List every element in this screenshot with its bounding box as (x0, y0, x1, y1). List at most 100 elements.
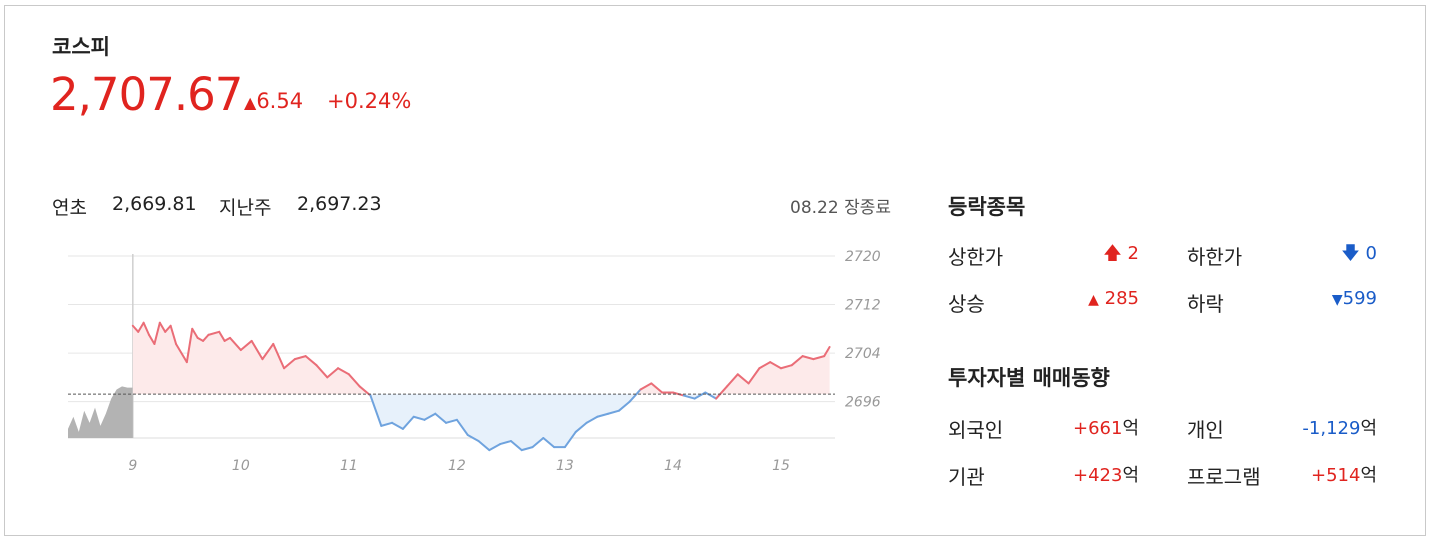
today-line-segment (477, 440, 491, 452)
unit-label: 억 (1122, 418, 1139, 439)
y-tick-label: 2704 (845, 346, 881, 362)
previous-session-area (68, 386, 133, 438)
last-week-value: 2,697.23 (297, 193, 382, 215)
today-line-segment (223, 336, 232, 342)
index-change: ▲6.54 (244, 89, 303, 113)
today-line-segment (326, 367, 340, 379)
today-line-segment (293, 355, 307, 361)
upper-limit-label: 상한가 (948, 245, 1004, 269)
up-triangle-icon: ▲ (244, 93, 257, 112)
today-line-segment (801, 355, 815, 361)
today-line-segment (347, 373, 361, 388)
today-line-segment (185, 327, 194, 364)
today-line-segment (693, 391, 707, 400)
lower-limit-value: 0 (1365, 243, 1377, 264)
today-line-segment (607, 409, 620, 415)
today-line-segment (628, 388, 642, 403)
today-line-segment (153, 321, 161, 345)
today-line-segment (250, 339, 264, 361)
today-line-segment (725, 373, 739, 388)
arrow-down-icon: 🡇 (1341, 243, 1360, 264)
today-line-segment (148, 333, 156, 345)
lower-limit-count: 🡇 0 (1267, 241, 1377, 271)
x-tick-label: 11 (340, 458, 358, 474)
lower-limit-label: 하한가 (1187, 245, 1243, 269)
x-tick-label: 13 (556, 458, 574, 474)
today-line-segment (218, 330, 226, 342)
arrow-up-icon: 🡅 (1103, 243, 1122, 264)
y-tick-label: 2712 (845, 298, 881, 314)
today-line-segment (509, 440, 523, 452)
today-line-segment (488, 443, 502, 452)
foreign-label: 외국인 (948, 418, 1004, 442)
today-line-segment (682, 394, 696, 400)
today-line-segment (142, 321, 151, 336)
today-line-segment (158, 321, 167, 333)
today-line-segment (380, 421, 394, 427)
upper-limit-value: 2 (1127, 243, 1139, 264)
index-name[interactable]: 코스피 (52, 35, 110, 59)
today-line-segment (239, 339, 253, 352)
x-tick-label: 15 (772, 458, 790, 474)
individual-amount: -1,129억 (1267, 414, 1377, 440)
today-line-segment (531, 437, 545, 449)
today-line-segment (304, 355, 318, 367)
today-line-segment (736, 373, 750, 385)
today-line-segment (175, 342, 188, 364)
year-start-label: 연초 (52, 197, 87, 219)
fall-label: 하락 (1187, 292, 1224, 316)
upper-limit-count: 🡅 2 (1029, 241, 1139, 271)
fall-value: 599 (1342, 288, 1377, 309)
today-line-segment (369, 394, 383, 427)
today-line-segment (423, 412, 437, 421)
fall-count: ▼599 (1267, 288, 1377, 309)
today-line-segment (715, 385, 728, 400)
y-tick-label: 2696 (845, 395, 881, 411)
today-line-segment (563, 430, 577, 449)
institution-amount: +423억 (1029, 461, 1139, 487)
today-line-segment (196, 336, 205, 342)
today-line-segment (337, 367, 350, 376)
today-line-segment (315, 364, 329, 379)
today-line-segment (191, 327, 199, 339)
today-line-segment (412, 415, 426, 421)
today-line-segment (466, 433, 480, 443)
today-line-segment (445, 418, 458, 424)
today-line-segment (391, 421, 404, 430)
today-line-segment (261, 342, 275, 361)
index-change-value: 6.54 (256, 89, 304, 113)
program-value: +514 (1310, 465, 1361, 486)
today-line-segment (272, 342, 286, 370)
kospi-widget (4, 5, 1426, 536)
today-line-segment (455, 418, 469, 436)
rise-label: 상승 (948, 292, 985, 316)
down-triangle-icon: ▼ (1331, 292, 1343, 308)
today-line-segment (520, 446, 534, 452)
investor-trend-title: 투자자별 매매동향 (948, 366, 1110, 390)
rise-count: ▲ 285 (1029, 288, 1139, 309)
today-line-segment (207, 330, 221, 336)
last-week-label: 지난주 (219, 197, 272, 219)
today-line-segment (779, 364, 793, 370)
foreign-amount: +661억 (1029, 414, 1139, 440)
today-line-segment (585, 415, 599, 424)
today-line-segment (747, 367, 761, 385)
foreign-value: +661 (1072, 418, 1123, 439)
advance-decline-title: 등락종목 (948, 195, 1026, 219)
index-value: 2,707.67 (50, 68, 243, 121)
today-line-segment (229, 336, 242, 352)
unit-label: 억 (1360, 418, 1377, 439)
x-tick-label: 10 (232, 458, 250, 474)
unit-label: 억 (1122, 465, 1139, 486)
program-label: 프로그램 (1187, 465, 1261, 489)
today-line-segment (169, 324, 178, 345)
individual-label: 개인 (1187, 418, 1224, 442)
index-change-percent: +0.24% (327, 89, 412, 113)
today-line-segment (542, 437, 556, 449)
year-start-value: 2,669.81 (112, 193, 197, 215)
today-line-segment (758, 361, 772, 370)
today-line-segment (596, 412, 610, 418)
today-line-segment (202, 333, 210, 342)
intraday-chart[interactable]: 2696 2704 2712 2720 9 10 11 12 13 14 15 (0, 230, 900, 480)
today-line-segment (823, 346, 831, 358)
